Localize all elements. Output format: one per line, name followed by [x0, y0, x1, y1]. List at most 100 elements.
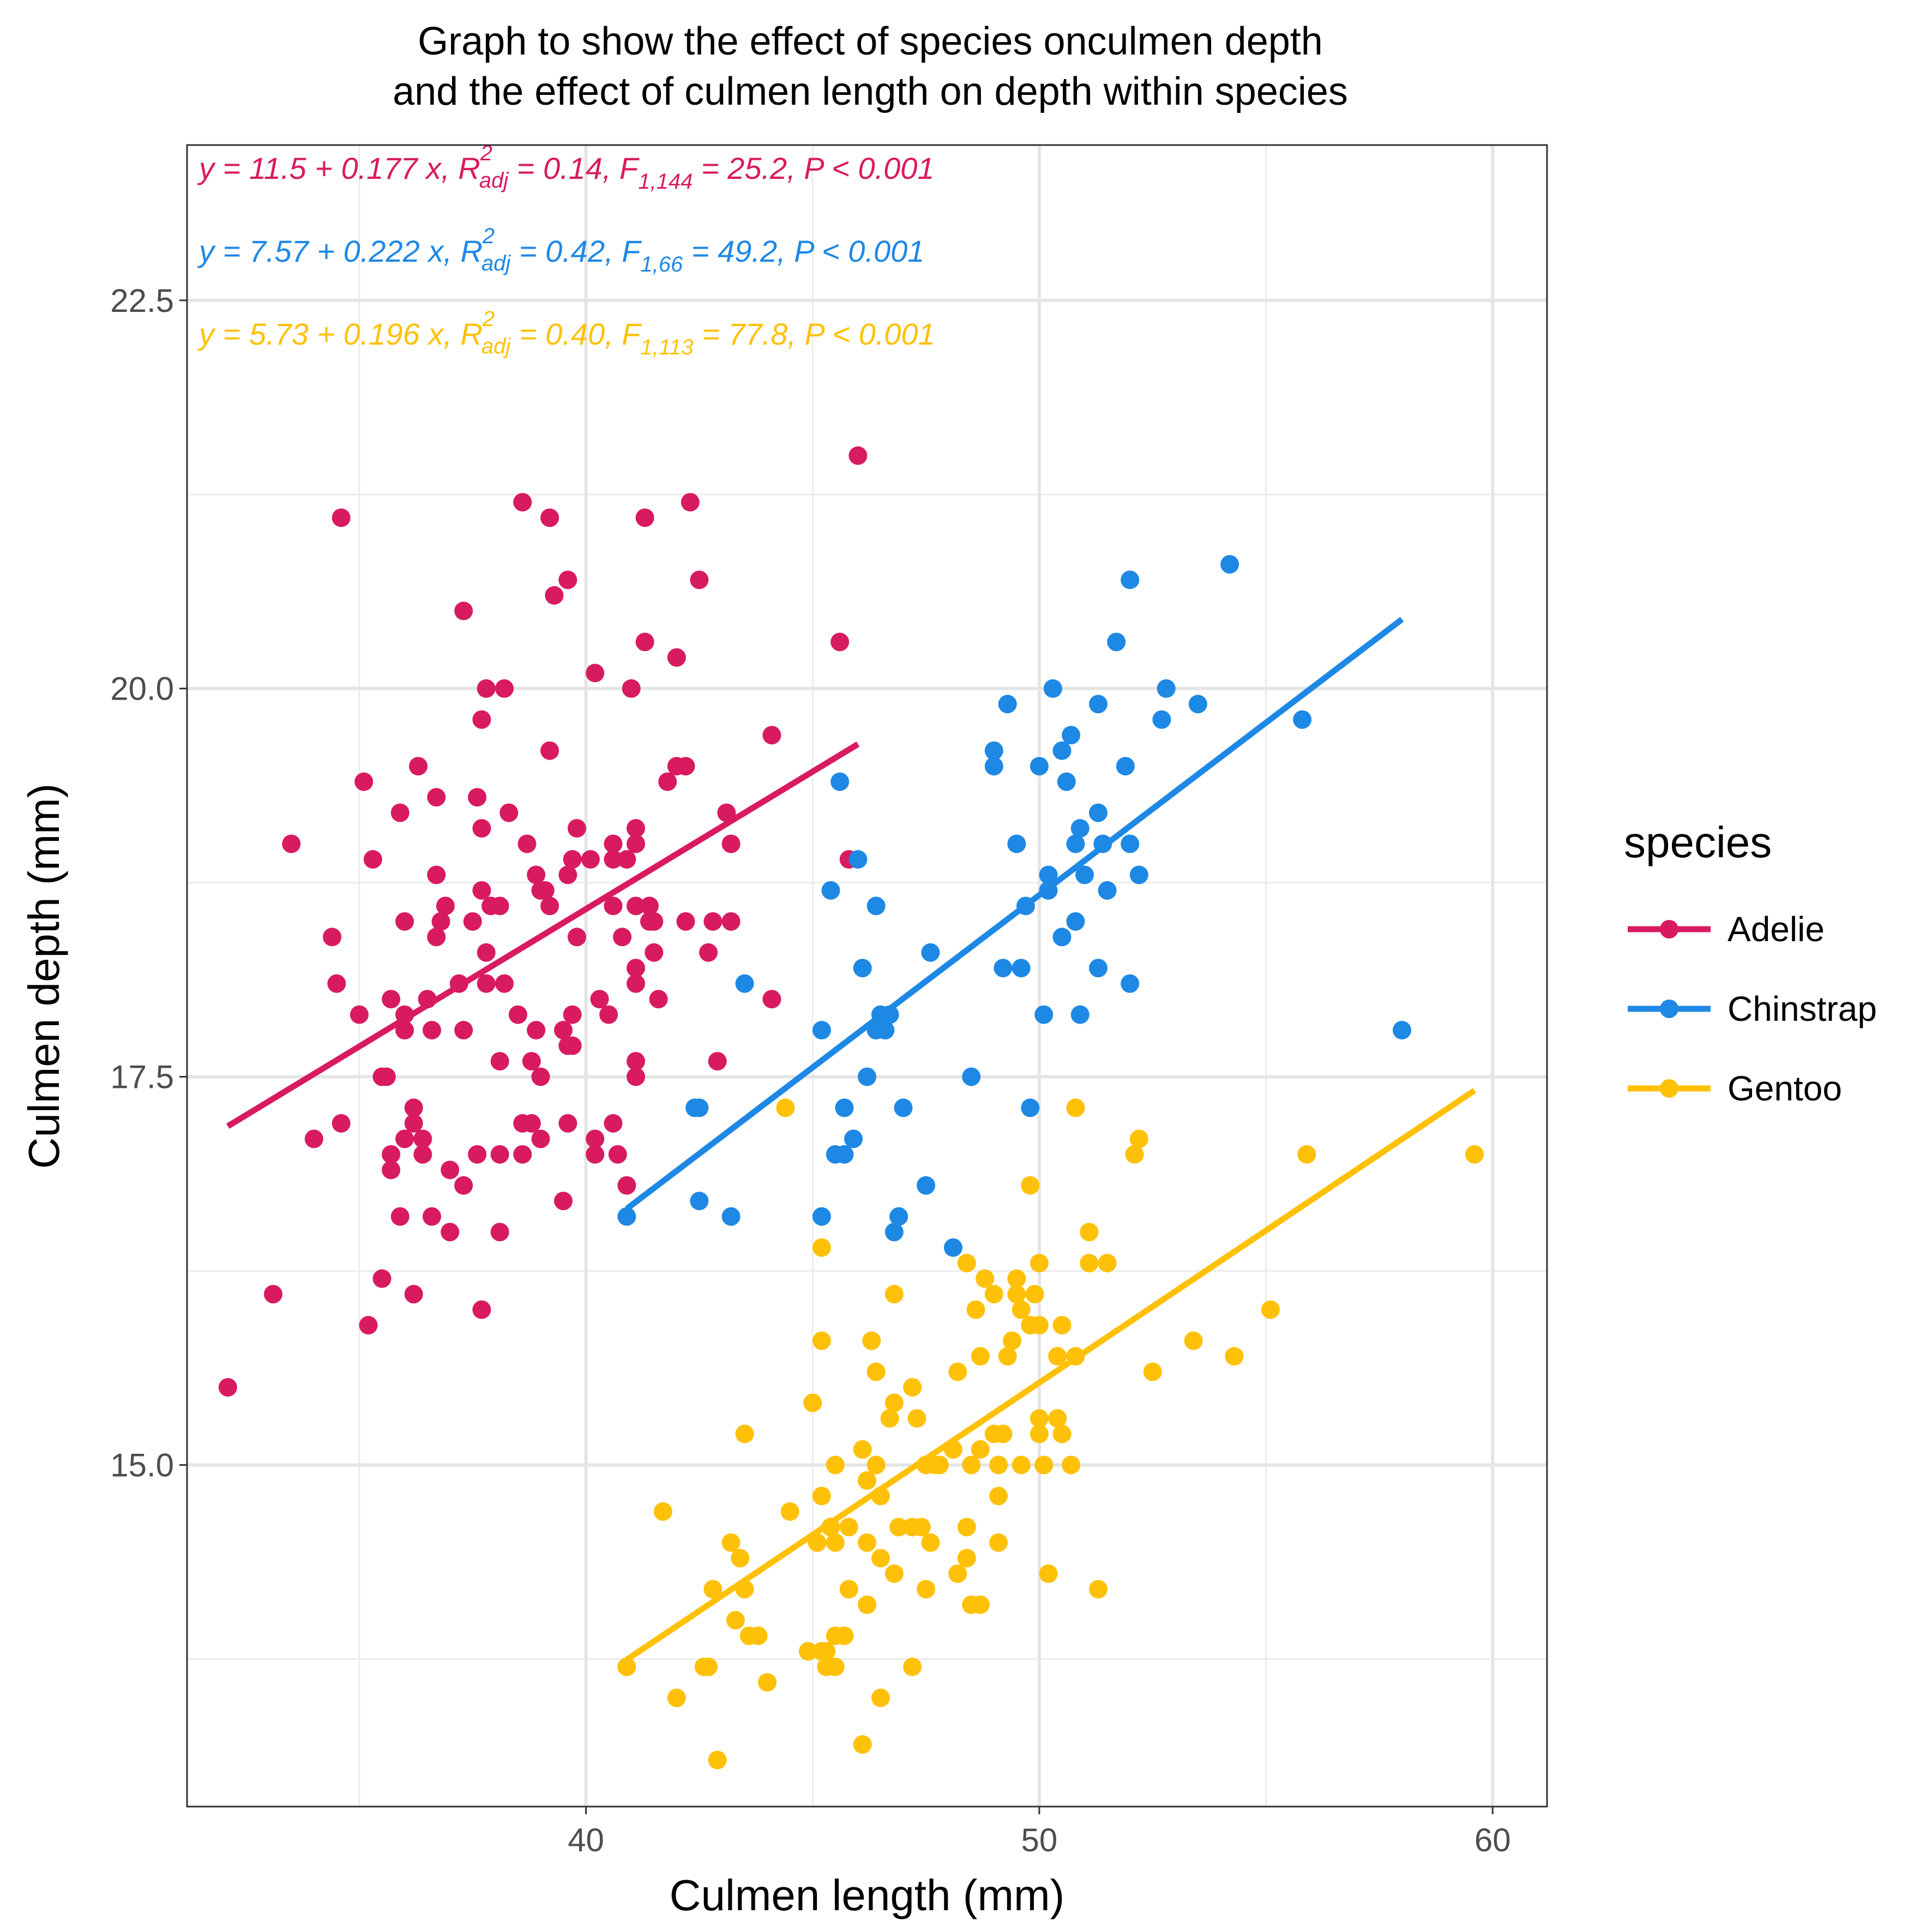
data-point-adelie [762, 990, 781, 1009]
data-point-chinstrap [821, 881, 840, 900]
data-point-adelie [581, 850, 600, 869]
data-point-adelie [681, 492, 700, 511]
data-point-gentoo [808, 1533, 827, 1552]
data-point-gentoo [1066, 1098, 1085, 1117]
data-point-adelie [382, 990, 401, 1009]
data-point-gentoo [957, 1518, 976, 1537]
data-point-gentoo [866, 1455, 886, 1474]
data-point-chinstrap [721, 1207, 741, 1226]
data-point-gentoo [853, 1735, 872, 1754]
data-point-gentoo [826, 1657, 845, 1676]
data-point-gentoo [1465, 1145, 1484, 1164]
data-point-adelie [354, 772, 374, 791]
data-point-adelie [608, 1145, 627, 1164]
data-point-gentoo [907, 1409, 926, 1428]
data-point-gentoo [957, 1549, 976, 1568]
data-point-chinstrap [858, 1067, 876, 1086]
data-point-gentoo [617, 1657, 636, 1676]
y-tick-label: 15.0 [110, 1447, 174, 1484]
data-point-chinstrap [1057, 772, 1076, 791]
data-point-adelie [635, 633, 654, 652]
data-point-gentoo [948, 1362, 967, 1381]
data-point-gentoo [930, 1455, 949, 1474]
axes: 40 50 60 15.0 17.5 20.0 22.5 [110, 282, 1510, 1858]
data-points [218, 446, 1484, 1770]
fit-line-adelie [226, 741, 860, 1129]
data-point-gentoo [1030, 1316, 1049, 1335]
data-point-adelie [658, 772, 677, 791]
fit-lines [226, 617, 1477, 1663]
data-point-adelie [649, 990, 668, 1009]
data-point-gentoo [866, 1362, 886, 1381]
data-point-chinstrap [812, 1021, 831, 1040]
data-point-gentoo [976, 1269, 995, 1288]
data-point-chinstrap [894, 1098, 913, 1117]
data-point-gentoo [817, 1642, 836, 1661]
data-point-gentoo [994, 1424, 1013, 1443]
data-point-gentoo [943, 1440, 962, 1459]
data-point-adelie [599, 1005, 618, 1024]
data-point-chinstrap [844, 1129, 863, 1148]
data-point-gentoo [758, 1673, 777, 1692]
data-point-adelie [427, 788, 446, 807]
data-point-chinstrap [1039, 865, 1058, 884]
data-point-gentoo [839, 1580, 858, 1599]
data-point-gentoo [812, 1331, 831, 1350]
data-point-adelie [558, 1114, 577, 1133]
data-point-adelie [436, 896, 455, 916]
data-point-chinstrap [853, 959, 872, 978]
data-point-adelie [477, 679, 496, 698]
data-point-adelie [627, 1067, 646, 1086]
data-point-adelie [762, 726, 781, 745]
data-point-chinstrap [1007, 834, 1026, 853]
data-point-adelie [635, 508, 654, 527]
data-point-gentoo [749, 1626, 768, 1645]
data-point-gentoo [871, 1549, 890, 1568]
fit-line-chinstrap [625, 617, 1404, 1212]
data-point-adelie [472, 710, 491, 729]
data-point-gentoo [1098, 1254, 1117, 1273]
data-point-chinstrap [889, 1207, 908, 1226]
data-point-adelie [531, 1129, 550, 1148]
data-point-gentoo [1021, 1176, 1040, 1195]
data-point-adelie [359, 1316, 378, 1335]
fit-line-gentoo [625, 1088, 1477, 1663]
data-point-chinstrap [1088, 695, 1108, 714]
data-point-gentoo [839, 1518, 858, 1537]
data-point-adelie [676, 757, 695, 776]
data-point-adelie [563, 1005, 582, 1024]
y-tick-label: 20.0 [110, 671, 174, 707]
data-point-gentoo [798, 1642, 817, 1661]
data-point-adelie [667, 648, 686, 667]
data-point-chinstrap [943, 1238, 962, 1257]
data-point-adelie [404, 1285, 423, 1304]
data-point-adelie [513, 492, 532, 511]
data-point-adelie [377, 1067, 396, 1086]
data-point-gentoo [858, 1595, 876, 1614]
data-point-gentoo [708, 1750, 727, 1770]
data-point-gentoo [1007, 1269, 1026, 1288]
data-point-adelie [830, 633, 850, 652]
data-point-gentoo [835, 1626, 854, 1645]
data-point-chinstrap [1039, 881, 1058, 900]
data-point-adelie [627, 818, 646, 838]
data-point-adelie [627, 974, 646, 993]
data-point-gentoo [1062, 1455, 1081, 1474]
data-point-adelie [490, 1145, 509, 1164]
data-point-adelie [427, 865, 446, 884]
data-point-adelie [586, 1145, 605, 1164]
data-point-chinstrap [876, 1021, 895, 1040]
data-point-adelie [604, 834, 623, 853]
data-point-adelie [395, 1021, 414, 1040]
data-point-chinstrap [1070, 1005, 1090, 1024]
data-point-adelie [540, 896, 559, 916]
data-point-adelie [395, 912, 414, 931]
data-point-adelie [431, 912, 450, 931]
data-point-gentoo [984, 1285, 1003, 1304]
data-point-adelie [708, 1052, 727, 1071]
data-point-chinstrap [1012, 959, 1031, 978]
legend-item-gentoo: Gentoo [1628, 1069, 1842, 1108]
chart-title-line1: Graph to show the effect of species oncu… [418, 20, 1323, 63]
data-point-gentoo [1080, 1223, 1099, 1242]
data-point-gentoo [826, 1455, 845, 1474]
